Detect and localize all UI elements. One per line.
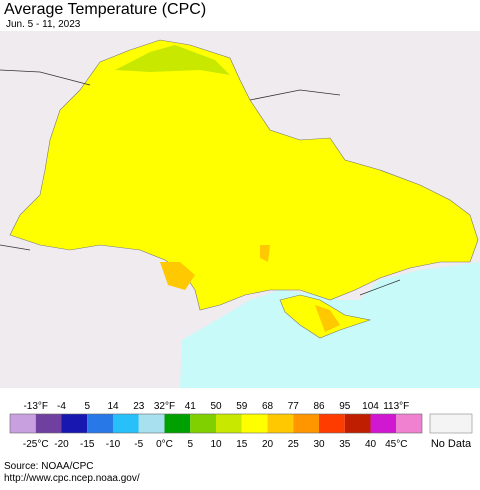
celsius-label: 15 xyxy=(236,439,248,450)
fahrenheit-label: 113°F xyxy=(383,401,409,412)
legend-frame xyxy=(9,413,423,434)
subtitle: Jun. 5 - 11, 2023 xyxy=(6,19,81,30)
fahrenheit-label: 95 xyxy=(339,401,351,412)
legend-swatch xyxy=(87,414,113,433)
celsius-label: -10 xyxy=(106,439,121,450)
legend-swatch xyxy=(370,414,397,433)
border-lines xyxy=(0,69,401,296)
warm-area xyxy=(160,262,195,290)
fahrenheit-label: 50 xyxy=(210,401,222,412)
fahrenheit-label: -13°F xyxy=(23,401,48,412)
celsius-label: -20 xyxy=(54,439,69,450)
legend-swatch xyxy=(216,414,242,433)
country-area xyxy=(9,39,479,311)
warm-area xyxy=(315,305,340,332)
fahrenheit-label: 41 xyxy=(185,401,197,412)
fahrenheit-label: 68 xyxy=(262,401,274,412)
celsius-label: 30 xyxy=(313,439,325,450)
legend-swatch xyxy=(344,414,371,433)
legend-swatch xyxy=(190,414,216,433)
no-data-swatch xyxy=(429,413,473,434)
celsius-label: 40 xyxy=(365,439,377,450)
legend-swatch xyxy=(396,414,422,433)
legend-swatch xyxy=(61,414,88,433)
map xyxy=(0,31,480,388)
fahrenheit-label: 86 xyxy=(313,401,325,412)
fahrenheit-label: 5 xyxy=(84,401,90,412)
celsius-label: 20 xyxy=(262,439,274,450)
fahrenheit-label: 23 xyxy=(133,401,145,412)
celsius-label: 25 xyxy=(288,439,300,450)
celsius-label: 35 xyxy=(339,439,351,450)
celsius-label: -15 xyxy=(80,439,95,450)
legend-swatch xyxy=(319,414,345,433)
celsius-label: 0°C xyxy=(156,439,173,450)
fahrenheit-label: 14 xyxy=(107,401,119,412)
legend-swatch xyxy=(164,414,191,433)
celsius-label: 10 xyxy=(210,439,222,450)
no-data-label: No Data xyxy=(431,438,472,450)
celsius-label: 45°C xyxy=(385,439,407,450)
fahrenheit-label: 104 xyxy=(362,401,379,412)
celsius-label: -5 xyxy=(134,439,143,450)
cool-area xyxy=(115,45,230,75)
source: Source: NOAA/CPC xyxy=(4,461,93,472)
celsius-label: -25°C xyxy=(23,439,49,450)
legend-swatch xyxy=(241,414,268,433)
celsius-label: 5 xyxy=(187,439,193,450)
title: Average Temperature (CPC) xyxy=(4,1,206,18)
legend-swatch xyxy=(113,414,139,433)
warm-area xyxy=(260,245,270,262)
legend: No Data -13°F -4 5 14 23 32°F 41 50 59 68 77 86 95 10… xyxy=(9,401,473,450)
legend-swatch xyxy=(10,414,36,433)
legend-swatch xyxy=(138,414,165,433)
legend-swatch xyxy=(35,414,62,433)
legend-swatch xyxy=(267,414,294,433)
fahrenheit-label: -4 xyxy=(57,401,66,412)
fahrenheit-label: 77 xyxy=(288,401,300,412)
legend-swatch xyxy=(293,414,319,433)
fahrenheit-label: 59 xyxy=(236,401,248,412)
fahrenheit-label: 32°F xyxy=(154,401,175,412)
source-url: http://www.cpc.ncep.noaa.gov/ xyxy=(4,473,140,484)
